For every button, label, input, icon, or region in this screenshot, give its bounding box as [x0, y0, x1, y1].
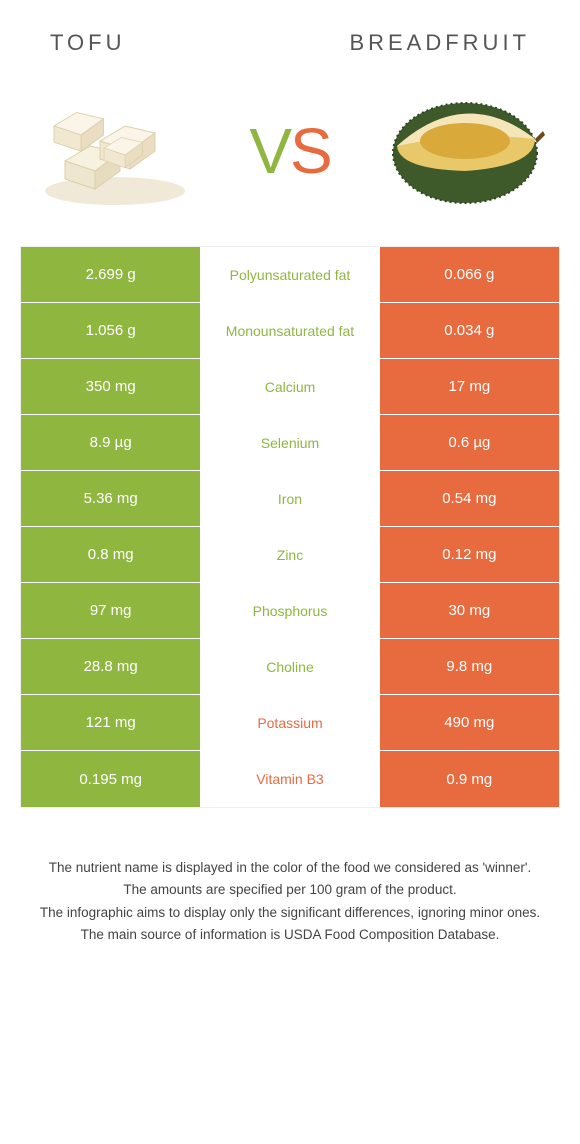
- breadfruit-image: [385, 86, 545, 216]
- left-value: 8.9 µg: [21, 415, 200, 470]
- nutrient-label: Zinc: [200, 527, 379, 582]
- table-row: 28.8 mgCholine9.8 mg: [21, 639, 559, 695]
- vs-s: S: [290, 114, 331, 188]
- footer-notes: The nutrient name is displayed in the co…: [0, 808, 580, 945]
- table-row: 350 mgCalcium17 mg: [21, 359, 559, 415]
- left-value: 2.699 g: [21, 247, 200, 302]
- left-value: 5.36 mg: [21, 471, 200, 526]
- nutrient-label: Selenium: [200, 415, 379, 470]
- nutrient-label: Choline: [200, 639, 379, 694]
- comparison-table: 2.699 gPolyunsaturated fat0.066 g1.056 g…: [20, 246, 560, 808]
- header: Tofu Breadfruit: [0, 0, 580, 66]
- left-value: 121 mg: [21, 695, 200, 750]
- right-value: 0.034 g: [380, 303, 559, 358]
- left-food-title: Tofu: [50, 30, 125, 56]
- footer-line: The nutrient name is displayed in the co…: [30, 858, 550, 878]
- vs-v: V: [249, 114, 290, 188]
- right-value: 0.6 µg: [380, 415, 559, 470]
- table-row: 2.699 gPolyunsaturated fat0.066 g: [21, 247, 559, 303]
- table-row: 5.36 mgIron0.54 mg: [21, 471, 559, 527]
- tofu-image: [35, 86, 195, 216]
- left-value: 28.8 mg: [21, 639, 200, 694]
- vs-label: VS: [249, 114, 330, 188]
- left-value: 0.195 mg: [21, 751, 200, 807]
- right-value: 30 mg: [380, 583, 559, 638]
- right-value: 0.066 g: [380, 247, 559, 302]
- images-row: VS: [0, 66, 580, 246]
- table-row: 1.056 gMonounsaturated fat0.034 g: [21, 303, 559, 359]
- left-value: 350 mg: [21, 359, 200, 414]
- nutrient-label: Monounsaturated fat: [200, 303, 379, 358]
- table-row: 97 mgPhosphorus30 mg: [21, 583, 559, 639]
- right-value: 9.8 mg: [380, 639, 559, 694]
- nutrient-label: Calcium: [200, 359, 379, 414]
- table-row: 8.9 µgSelenium0.6 µg: [21, 415, 559, 471]
- nutrient-label: Iron: [200, 471, 379, 526]
- right-food-title: Breadfruit: [349, 30, 530, 56]
- right-value: 0.12 mg: [380, 527, 559, 582]
- left-value: 1.056 g: [21, 303, 200, 358]
- nutrient-label: Polyunsaturated fat: [200, 247, 379, 302]
- left-value: 97 mg: [21, 583, 200, 638]
- left-value: 0.8 mg: [21, 527, 200, 582]
- nutrient-label: Phosphorus: [200, 583, 379, 638]
- right-value: 0.9 mg: [380, 751, 559, 807]
- table-row: 121 mgPotassium490 mg: [21, 695, 559, 751]
- right-value: 490 mg: [380, 695, 559, 750]
- table-row: 0.195 mgVitamin B30.9 mg: [21, 751, 559, 807]
- footer-line: The infographic aims to display only the…: [30, 903, 550, 923]
- right-value: 17 mg: [380, 359, 559, 414]
- nutrient-label: Vitamin B3: [200, 751, 379, 807]
- table-row: 0.8 mgZinc0.12 mg: [21, 527, 559, 583]
- nutrient-label: Potassium: [200, 695, 379, 750]
- right-value: 0.54 mg: [380, 471, 559, 526]
- footer-line: The amounts are specified per 100 gram o…: [30, 880, 550, 900]
- footer-line: The main source of information is USDA F…: [30, 925, 550, 945]
